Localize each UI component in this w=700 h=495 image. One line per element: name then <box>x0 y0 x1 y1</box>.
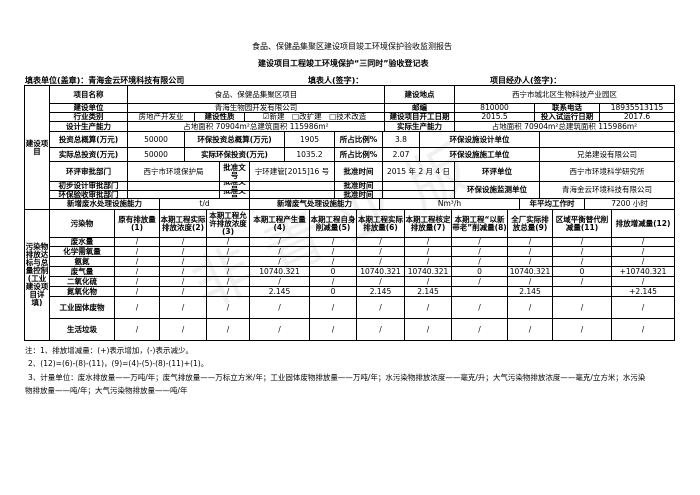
table-cell: / <box>114 318 160 341</box>
table-cell: / <box>451 318 508 341</box>
label-monitor-org: 环保设施监测单位 <box>454 181 540 199</box>
table-cell: / <box>451 296 508 319</box>
col-header: 污染物 <box>49 209 115 238</box>
note-3-cont: 物排放量——吨/年；大气污染物排放量——吨/年 <box>25 386 188 395</box>
value-monitor-org: 青海金云环境科技有限公司 <box>539 181 675 199</box>
table-cell: / <box>249 296 310 319</box>
table-cell: / <box>159 296 207 319</box>
table-cell: / <box>611 296 675 319</box>
label-ratio-2: 所占比例% <box>334 147 383 162</box>
note-2: 2、(12)=(6)-(8)-(11)，(9)=(4)-(5)-(8)-(11)… <box>28 359 209 368</box>
value-build-org: 兄弟建设有限公司 <box>539 147 675 162</box>
doc-title: 食品、保健品集聚区建设项目竣工环境保护验收监测报告 <box>252 42 452 51</box>
pollutant-name: 生活垃圾 <box>49 318 115 341</box>
col-header: 原有排放量(1) <box>114 209 160 238</box>
value-env-budget: 1905 <box>284 131 335 148</box>
table-cell: / <box>507 318 553 341</box>
label-eia-date: 批准时间 <box>334 161 383 182</box>
table-cell: / <box>507 296 553 319</box>
value-location: 西宁市城北区生物科技产业园区 <box>454 85 675 104</box>
table-cell: / <box>206 296 250 319</box>
manager-signature: 项目经办人(签字)： <box>490 76 562 85</box>
value-budget: 50000 <box>127 131 185 148</box>
label-ratio-1: 所占比例% <box>334 131 383 148</box>
label-eia-org: 环评单位 <box>454 161 540 182</box>
table-cell: / <box>309 296 357 319</box>
table-cell: / <box>309 318 357 341</box>
pollution-section-label: 污染物排放达标与总量控制(工业建设项目详填) <box>24 209 50 341</box>
label-eia-doc: 批准文号 <box>219 161 250 182</box>
note-3: 3、计量单位：废水排放量——万吨/年；废气排放量——万标立方米/年；工业固体废物… <box>28 373 646 382</box>
col-header: 本期工程核定排放量(7) <box>404 209 452 238</box>
label-budget: 投资总概算(万元) <box>49 131 128 148</box>
value-eia-dept: 西宁市环境保护局 <box>127 161 220 182</box>
label-env-budget: 环保投资总概算(万元) <box>184 131 285 148</box>
fill-unit: 填表单位(盖章)：青海金云环境科技有限公司 <box>25 76 185 85</box>
label-actual-investment: 实际总投资(万元) <box>49 147 128 162</box>
table-cell: / <box>611 318 675 341</box>
col-header: 本期工程产生量(4) <box>249 209 310 238</box>
label-eia-dept: 环评审批部门 <box>49 161 128 182</box>
label-design-org: 环保设施设计单位 <box>419 131 540 148</box>
doc-subtitle: 建设项目工程竣工环境保护“三同时”验收登记表 <box>258 59 429 68</box>
col-header: 本期工程实际排放量(6) <box>356 209 405 238</box>
table-cell: / <box>206 318 250 341</box>
value-actual-investment: 50000 <box>127 147 185 162</box>
col-header: 本期工程自身削减量(5) <box>309 209 357 238</box>
value-ratio-1: 3.8 <box>382 131 420 148</box>
project-section-label: 建设项目 <box>24 85 50 210</box>
table-cell: / <box>249 318 310 341</box>
table-cell: / <box>404 296 452 319</box>
label-location: 建设地点 <box>384 85 455 104</box>
table-cell: / <box>404 318 452 341</box>
col-header: 本期工程“以新带老”削减量(8) <box>451 209 508 238</box>
table-cell: / <box>356 318 405 341</box>
table-cell: / <box>552 296 612 319</box>
table-cell: / <box>356 296 405 319</box>
label-build-org: 环保设施施工单位 <box>419 147 540 162</box>
col-header: 本期工程实际排放浓度(2) <box>159 209 207 238</box>
value-design-org <box>539 131 675 148</box>
value-actual-env-investment: 1035.2 <box>284 147 335 162</box>
value-ratio-2: 2.07 <box>382 147 420 162</box>
label-actual-env-investment: 实际环保投资(万元) <box>184 147 285 162</box>
label-name: 项目名称 <box>49 85 128 104</box>
pollutant-name: 工业固体废物 <box>49 296 115 319</box>
col-header: 区域平衡替代削减量(11) <box>552 209 612 238</box>
table-cell: / <box>552 318 612 341</box>
note-1: 注：1、排放增减量：(+)表示增加，(-)表示减少。 <box>25 346 193 355</box>
col-header: 全厂实际排放总量(9) <box>507 209 553 238</box>
filler-signature: 填表人(签字)： <box>308 76 364 85</box>
table-cell: / <box>114 296 160 319</box>
value-eia-date: 2015 年 2 月 4 日 <box>382 161 455 182</box>
table-cell: / <box>159 318 207 341</box>
value-eia-org: 西宁市环境科学研究所 <box>539 161 675 182</box>
value-name: 食品、保健品集聚区项目 <box>127 85 385 104</box>
col-header: 本期工程允许排放浓度(3) <box>206 209 250 238</box>
col-header: 排放增减量(12) <box>611 209 675 238</box>
value-eia-doc: 宁环建管[2015]16 号 <box>249 161 335 182</box>
